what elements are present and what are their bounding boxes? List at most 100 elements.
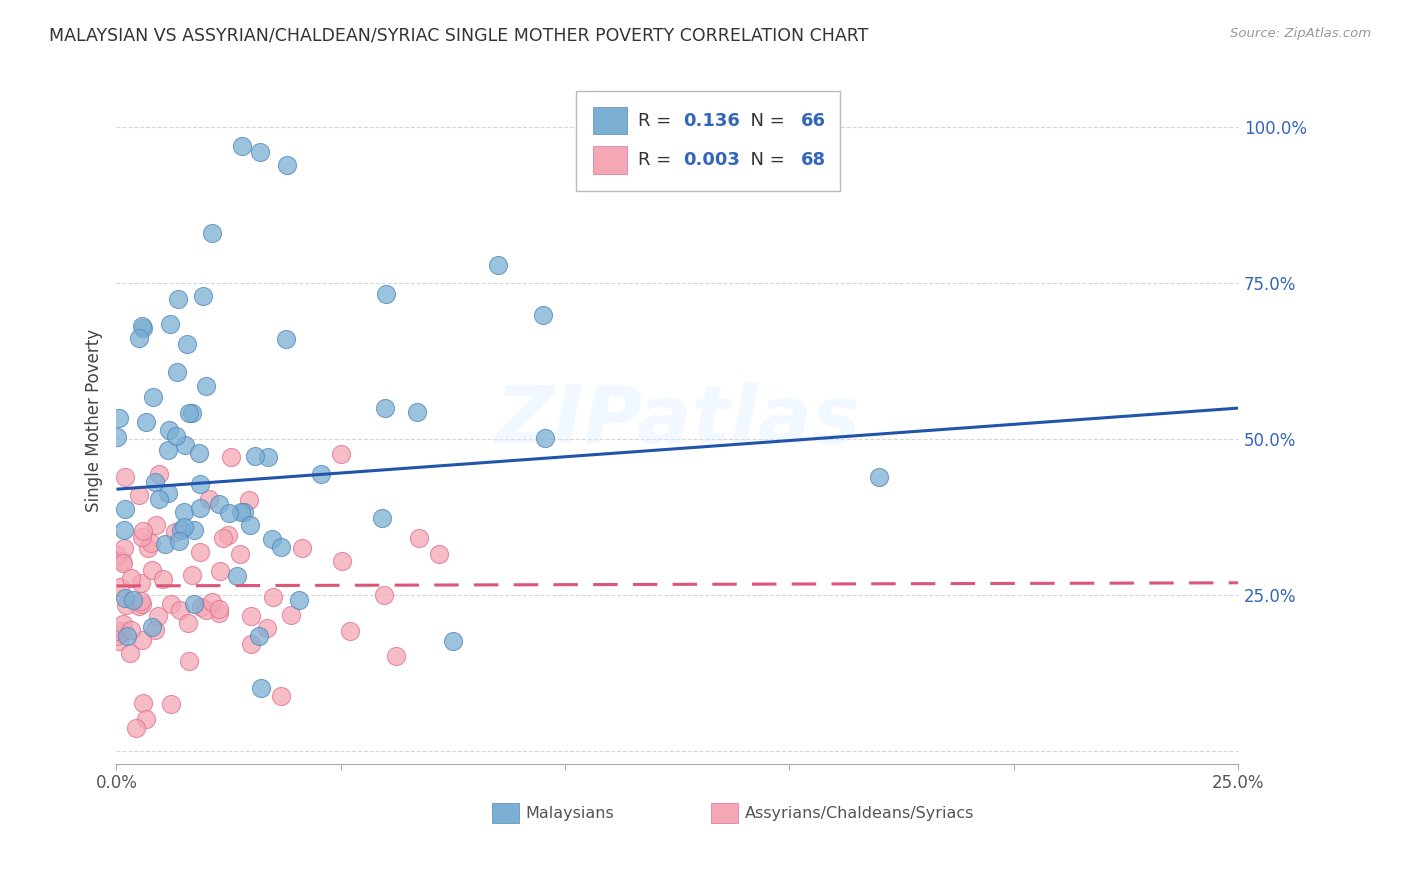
Text: N =: N = bbox=[740, 112, 790, 129]
Point bbox=[257, 450, 280, 464]
Point bbox=[188, 544, 211, 558]
Text: Assyrians/Chaldeans/Syriacs: Assyrians/Chaldeans/Syriacs bbox=[745, 805, 974, 821]
Bar bbox=[711, 803, 738, 823]
FancyBboxPatch shape bbox=[576, 91, 839, 191]
Point bbox=[111, 617, 134, 632]
Point bbox=[385, 649, 408, 664]
Point bbox=[194, 378, 217, 392]
Point bbox=[124, 721, 146, 735]
Point bbox=[212, 531, 235, 545]
Point bbox=[201, 595, 224, 609]
Point bbox=[427, 547, 450, 561]
Point bbox=[339, 624, 361, 638]
Point bbox=[208, 606, 231, 620]
Point bbox=[179, 405, 201, 419]
Point bbox=[201, 226, 224, 240]
Bar bbox=[593, 107, 627, 135]
Point bbox=[291, 541, 314, 556]
Text: N =: N = bbox=[740, 151, 790, 169]
Point bbox=[167, 292, 190, 306]
Point bbox=[209, 564, 232, 578]
Point bbox=[132, 696, 155, 710]
Point bbox=[249, 145, 271, 160]
Point bbox=[111, 624, 134, 639]
Text: 68: 68 bbox=[800, 151, 825, 169]
Point bbox=[173, 520, 195, 534]
Point bbox=[173, 505, 195, 519]
Point bbox=[131, 531, 153, 545]
Point bbox=[174, 438, 197, 452]
Point bbox=[108, 580, 131, 594]
Point bbox=[112, 556, 135, 570]
Point bbox=[329, 447, 352, 461]
Point bbox=[165, 429, 187, 443]
Point bbox=[159, 597, 181, 611]
Point bbox=[142, 390, 165, 404]
Point bbox=[148, 608, 170, 623]
Point bbox=[197, 491, 219, 506]
Point bbox=[105, 548, 128, 562]
Point bbox=[141, 563, 163, 577]
Point bbox=[111, 553, 134, 567]
Point bbox=[157, 442, 180, 457]
Point bbox=[128, 599, 150, 614]
Point bbox=[243, 449, 266, 463]
Point bbox=[143, 623, 166, 637]
Text: ZIPatlas: ZIPatlas bbox=[495, 382, 860, 459]
Point bbox=[309, 467, 332, 481]
Point bbox=[108, 411, 131, 425]
Point bbox=[270, 540, 292, 554]
Point bbox=[112, 524, 135, 538]
Point bbox=[170, 523, 193, 537]
Point bbox=[231, 139, 253, 153]
Point bbox=[262, 533, 284, 547]
Point bbox=[131, 524, 153, 538]
Point bbox=[208, 497, 231, 511]
Point bbox=[240, 637, 263, 651]
Point bbox=[114, 502, 136, 516]
Point bbox=[276, 332, 298, 346]
Point bbox=[194, 603, 217, 617]
Point bbox=[374, 401, 396, 416]
Point bbox=[228, 547, 250, 561]
Text: Source: ZipAtlas.com: Source: ZipAtlas.com bbox=[1230, 27, 1371, 40]
Point bbox=[129, 576, 152, 591]
Text: MALAYSIAN VS ASSYRIAN/CHALDEAN/SYRIAC SINGLE MOTHER POVERTY CORRELATION CHART: MALAYSIAN VS ASSYRIAN/CHALDEAN/SYRIAC SI… bbox=[49, 27, 869, 45]
Point bbox=[120, 571, 142, 585]
Point bbox=[229, 505, 252, 519]
Point bbox=[373, 588, 395, 602]
Point bbox=[157, 423, 180, 437]
Point bbox=[183, 597, 205, 611]
Point bbox=[156, 486, 179, 500]
Point bbox=[114, 598, 136, 612]
Point bbox=[120, 623, 142, 637]
Point bbox=[221, 450, 243, 464]
Point bbox=[176, 336, 198, 351]
Point bbox=[181, 568, 204, 582]
Point bbox=[270, 689, 292, 703]
Point bbox=[131, 318, 153, 333]
Point bbox=[531, 308, 554, 322]
Point bbox=[183, 523, 205, 537]
Point bbox=[108, 633, 131, 648]
Point bbox=[148, 467, 170, 481]
Text: R =: R = bbox=[638, 112, 678, 129]
Y-axis label: Single Mother Poverty: Single Mother Poverty bbox=[86, 329, 103, 512]
Text: Malaysians: Malaysians bbox=[526, 805, 614, 821]
Text: 66: 66 bbox=[800, 112, 825, 129]
Point bbox=[135, 415, 157, 429]
Point bbox=[131, 632, 153, 647]
Text: 0.136: 0.136 bbox=[683, 112, 740, 129]
Point bbox=[152, 573, 174, 587]
Point bbox=[218, 506, 240, 520]
Point bbox=[114, 591, 136, 605]
Point bbox=[159, 318, 181, 332]
Point bbox=[160, 697, 183, 711]
Point bbox=[128, 331, 150, 345]
Point bbox=[371, 511, 394, 525]
Point bbox=[533, 432, 555, 446]
Point bbox=[217, 528, 239, 542]
Point bbox=[262, 590, 284, 604]
Point bbox=[136, 541, 159, 555]
Point bbox=[166, 366, 188, 380]
